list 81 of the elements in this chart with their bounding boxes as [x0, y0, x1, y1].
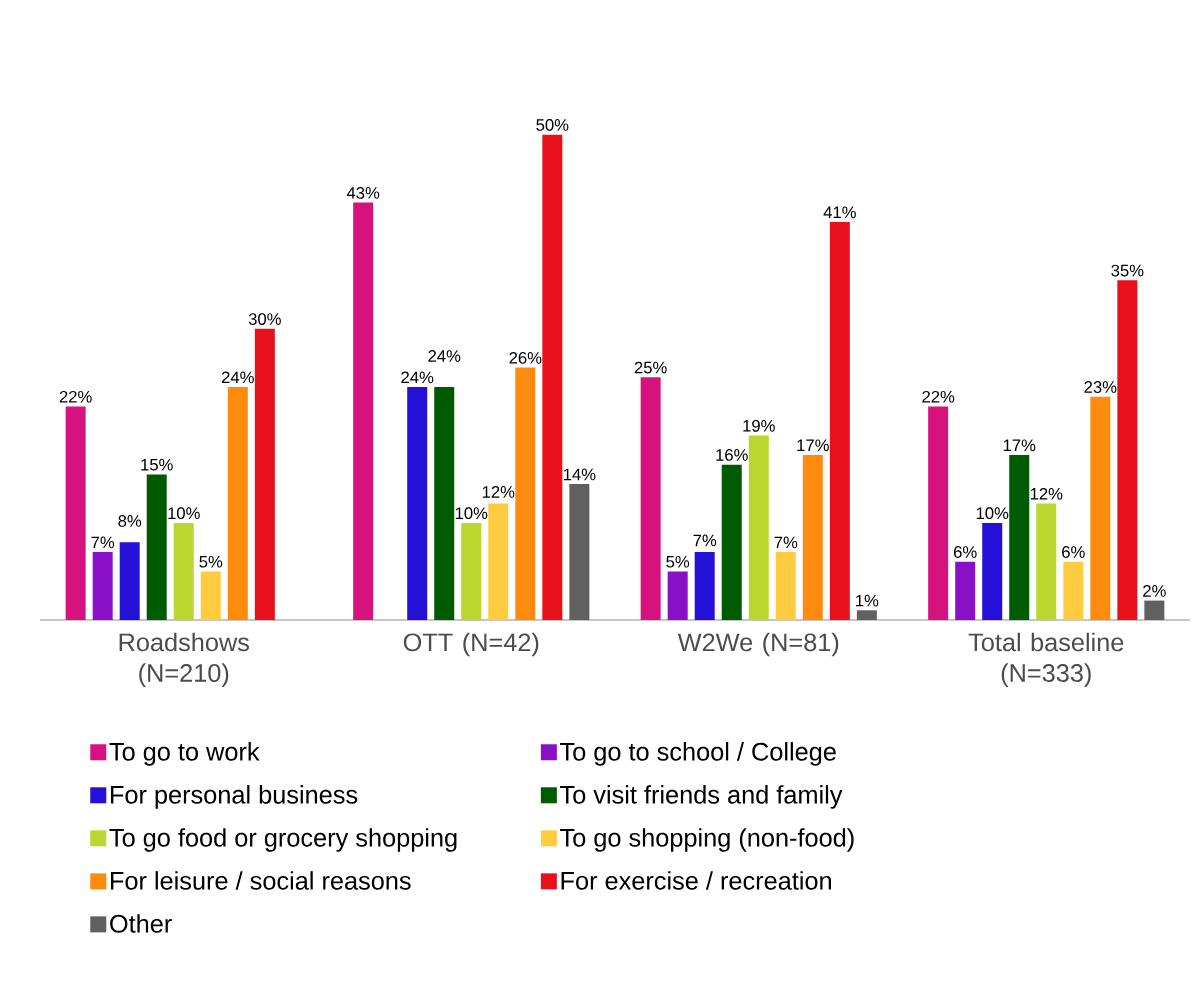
data-label: 22%: [59, 390, 92, 403]
bar: [92, 552, 113, 620]
bar: [227, 387, 248, 620]
data-label: 41%: [823, 206, 856, 219]
bar: [461, 522, 482, 620]
bar: [1117, 280, 1138, 620]
legend-label: For personal business: [111, 785, 358, 809]
data-label: 1%: [856, 594, 879, 607]
bar: [694, 552, 715, 620]
bar: [488, 503, 509, 620]
legend-label: To go shopping (non-food): [560, 828, 854, 852]
data-label: 2%: [1143, 585, 1166, 597]
data-label: 12%: [1030, 487, 1063, 500]
bar: [667, 571, 688, 620]
data-label: 14%: [563, 468, 596, 481]
bar: [982, 522, 1003, 620]
bar: [640, 377, 661, 620]
bar: [407, 387, 428, 620]
data-label: 43%: [346, 186, 380, 199]
legend-label: To go food or grocery shopping: [109, 828, 457, 852]
legend-label: For leisure / social reasons: [111, 871, 411, 890]
bar: [119, 542, 140, 620]
x-tick-label: Roadshows (N=210): [119, 632, 249, 687]
data-label: 6%: [1062, 546, 1085, 558]
data-label: 6%: [953, 546, 977, 558]
data-label: 26%: [509, 351, 542, 364]
data-label: 12%: [482, 486, 515, 498]
bar: [146, 474, 167, 620]
data-label: 35%: [1111, 264, 1144, 277]
data-label: 10%: [455, 507, 488, 520]
legend-label: To go to work: [109, 742, 260, 766]
legend-label: To go to school / College: [560, 742, 836, 766]
data-label: 5%: [199, 555, 223, 568]
data-label: 30%: [248, 313, 281, 325]
bar: [515, 367, 536, 620]
legend-label: Other: [110, 914, 172, 933]
data-label: 5%: [666, 555, 690, 568]
data-label: 24%: [428, 350, 461, 362]
data-label: 24%: [221, 371, 254, 384]
bar: [775, 552, 796, 620]
bar: [856, 610, 877, 620]
bar: [173, 522, 194, 620]
bar: [353, 202, 374, 620]
data-label: 17%: [797, 439, 829, 452]
x-tick-label: Total baseline (N=333): [968, 632, 1124, 687]
bar: [748, 435, 769, 620]
bar: [1144, 600, 1165, 620]
bar: [254, 328, 275, 620]
data-label: 19%: [743, 419, 775, 432]
bar: [1009, 454, 1030, 620]
data-label: 7%: [774, 536, 798, 549]
bar: [569, 484, 590, 620]
bar: [1090, 396, 1111, 620]
data-label: 7%: [693, 534, 717, 547]
data-label: 16%: [716, 449, 748, 461]
bar: [434, 387, 455, 620]
data-label: 15%: [141, 458, 173, 471]
bar: [542, 134, 563, 620]
data-label: 25%: [634, 361, 667, 374]
legend-label: For exercise / recreation: [561, 871, 831, 890]
bar: [802, 454, 823, 620]
bar: [200, 571, 221, 620]
bar: [1063, 561, 1084, 620]
data-label: 17%: [1003, 439, 1036, 452]
data-label: 7%: [91, 536, 115, 549]
x-tick-label: W2We (N=81): [677, 632, 839, 657]
data-label: 10%: [976, 507, 1009, 520]
bar: [955, 561, 976, 620]
bar: [829, 222, 850, 620]
legend-label: To visit friends and family: [560, 785, 843, 809]
bar: [1036, 503, 1057, 620]
x-tick-label: OTT (N=42): [403, 632, 539, 657]
data-label: 24%: [401, 371, 434, 384]
data-label: 8%: [118, 515, 142, 527]
data-label: 22%: [922, 390, 955, 403]
data-label: 50%: [536, 119, 569, 131]
bar: [928, 406, 949, 620]
data-label: 23%: [1084, 381, 1117, 393]
bar: [721, 464, 742, 620]
data-label: 10%: [168, 507, 200, 520]
bar: [65, 406, 86, 620]
